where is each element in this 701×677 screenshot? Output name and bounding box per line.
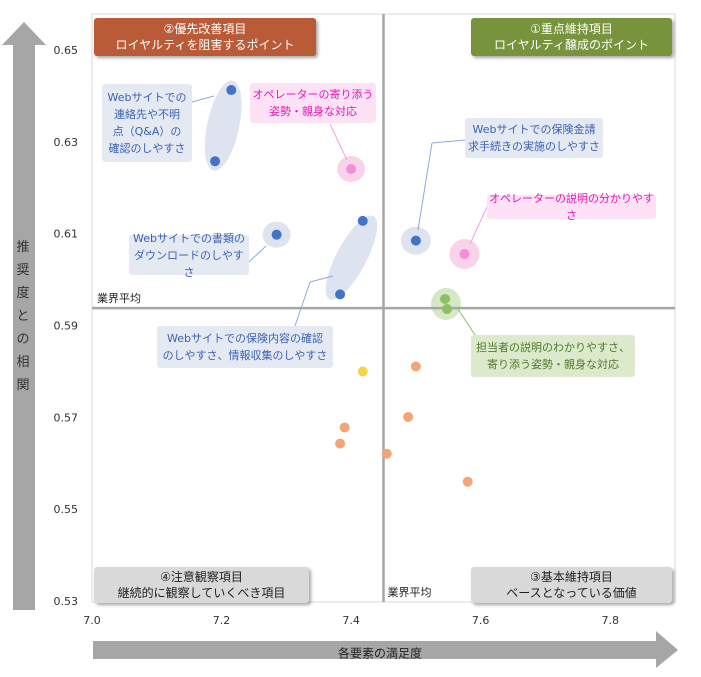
data-point bbox=[335, 289, 346, 300]
annotation-web-contract: Webサイトでの保険内容の確認 のしやすさ、情報収集のしやすさ bbox=[157, 326, 333, 368]
x-tick-label: 7.2 bbox=[213, 614, 231, 627]
highlight-web-contract bbox=[325, 215, 378, 300]
leader-web-claim-h bbox=[431, 139, 466, 144]
data-point bbox=[357, 366, 368, 377]
leader-staff-explanation bbox=[457, 308, 476, 336]
quadrant-basic-maintenance: ③基本維持項目 ベースとなっている価値 bbox=[471, 567, 672, 603]
quadrant-priority-improvement: ②優先改善項目 ロイヤルティを阻害するポイント bbox=[94, 18, 316, 56]
leader-lines bbox=[191, 95, 488, 336]
x-tick-label: 7.4 bbox=[342, 614, 360, 627]
annotation-operator-attitude: オペレーターの寄り添う 姿勢・親身な対応 bbox=[250, 83, 376, 123]
leader-web-claim-v bbox=[417, 142, 433, 231]
data-point bbox=[357, 215, 368, 226]
annotation-staff-explanation: 担当者の説明のわかりやすさ、 寄り添う姿勢・親身な対応 bbox=[471, 335, 635, 377]
data-point bbox=[210, 156, 221, 167]
quadrant-observation: ④注意観察項目 継続的に観察していくべき項目 bbox=[94, 567, 309, 603]
axes: 0.65 0.63 0.61 0.59 0.57 0.55 0.53 7.0 7.2 7.4 7.6… bbox=[54, 14, 675, 627]
points-layer bbox=[210, 85, 473, 487]
x-axis-arrow bbox=[93, 631, 678, 668]
y-reference-label: 業界平均 bbox=[97, 292, 141, 305]
leader-web-contact bbox=[191, 95, 215, 103]
annotation-web-contact: Webサイトでの 連絡先や不明 点（Q&A）の 確認のしやすさ bbox=[102, 84, 192, 162]
highlight-staff-explanation bbox=[431, 288, 462, 321]
data-point bbox=[346, 164, 357, 175]
data-point bbox=[403, 411, 414, 422]
y-tick-label: 0.55 bbox=[54, 503, 79, 516]
data-point bbox=[335, 438, 346, 449]
leader-operator-explanation bbox=[469, 206, 488, 245]
leader-web-contract-b bbox=[309, 275, 334, 283]
highlight-web-contact bbox=[204, 80, 242, 171]
data-point bbox=[410, 361, 421, 372]
highlight-layer bbox=[204, 80, 480, 321]
annotation-web-claim: Webサイトでの保険金請 求手続きの実施のしやすさ bbox=[465, 118, 603, 158]
quadrant-key-maintenance: ①重点維持項目 ロイヤルティ醸成のポイント bbox=[471, 18, 672, 56]
data-point bbox=[381, 448, 392, 459]
leader-web-download bbox=[248, 245, 267, 263]
y-tick-label: 0.59 bbox=[54, 320, 79, 333]
y-tick-label: 0.57 bbox=[54, 411, 79, 424]
data-point bbox=[462, 476, 473, 487]
data-point bbox=[226, 85, 237, 96]
x-reference-label: 業界平均 bbox=[388, 586, 432, 599]
y-axis-label: 推奨度との相関 bbox=[16, 240, 30, 393]
x-tick-label: 7.8 bbox=[601, 614, 619, 627]
leader-operator-attitude bbox=[329, 123, 348, 161]
annotation-operator-explanation: オペレーターの説明の分かりやすさ bbox=[487, 192, 656, 222]
annotation-web-download: Webサイトでの書類の ダウンロードのしやすさ bbox=[129, 232, 249, 279]
leader-web-contract-a bbox=[294, 281, 311, 327]
data-point bbox=[441, 304, 452, 315]
data-point bbox=[440, 293, 451, 304]
y-tick-label: 0.63 bbox=[54, 136, 79, 149]
data-point bbox=[339, 422, 350, 433]
x-tick-label: 7.6 bbox=[472, 614, 490, 627]
y-tick-label: 0.53 bbox=[54, 595, 79, 608]
data-point bbox=[459, 248, 470, 259]
x-tick-label: 7.0 bbox=[83, 614, 101, 627]
y-axis-arrow bbox=[2, 22, 46, 610]
y-tick-label: 0.61 bbox=[54, 228, 79, 241]
y-tick-label: 0.65 bbox=[54, 44, 79, 57]
data-point bbox=[410, 235, 421, 246]
data-point bbox=[271, 229, 282, 240]
x-axis-label: 各要素の満足度 bbox=[338, 646, 422, 661]
